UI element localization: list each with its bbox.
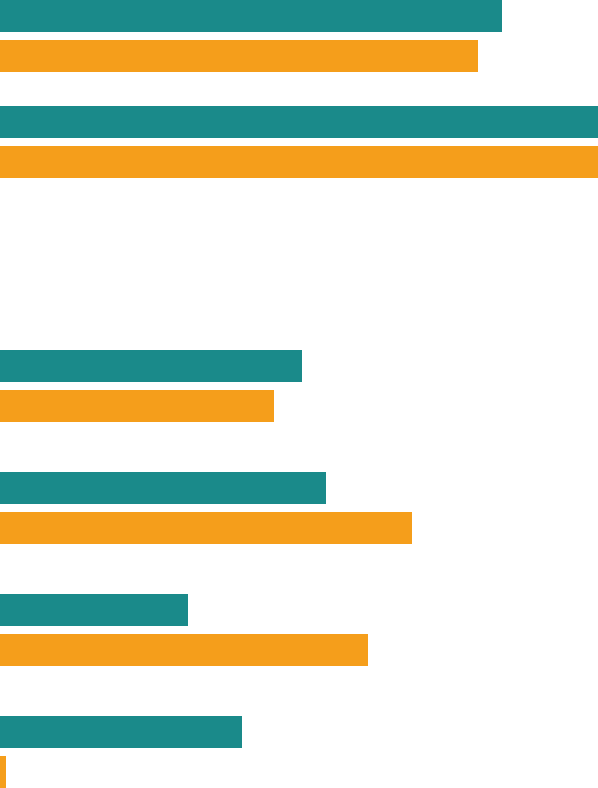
bar-group-2-series-a xyxy=(0,350,302,382)
bar-group-0-series-b xyxy=(0,40,478,72)
bar-group-0-series-a xyxy=(0,0,502,32)
bar-group-1-series-a xyxy=(0,106,598,138)
horizontal-bar-chart xyxy=(0,0,598,765)
bar-group-3-series-b xyxy=(0,512,412,544)
bar-group-5-series-b xyxy=(0,756,6,788)
bar-group-4-series-b xyxy=(0,634,368,666)
bar-group-2-series-b xyxy=(0,390,274,422)
bar-group-5-series-a xyxy=(0,716,242,748)
bar-group-3-series-a xyxy=(0,472,326,504)
bar-group-4-series-a xyxy=(0,594,188,626)
bar-group-1-series-b xyxy=(0,146,598,178)
